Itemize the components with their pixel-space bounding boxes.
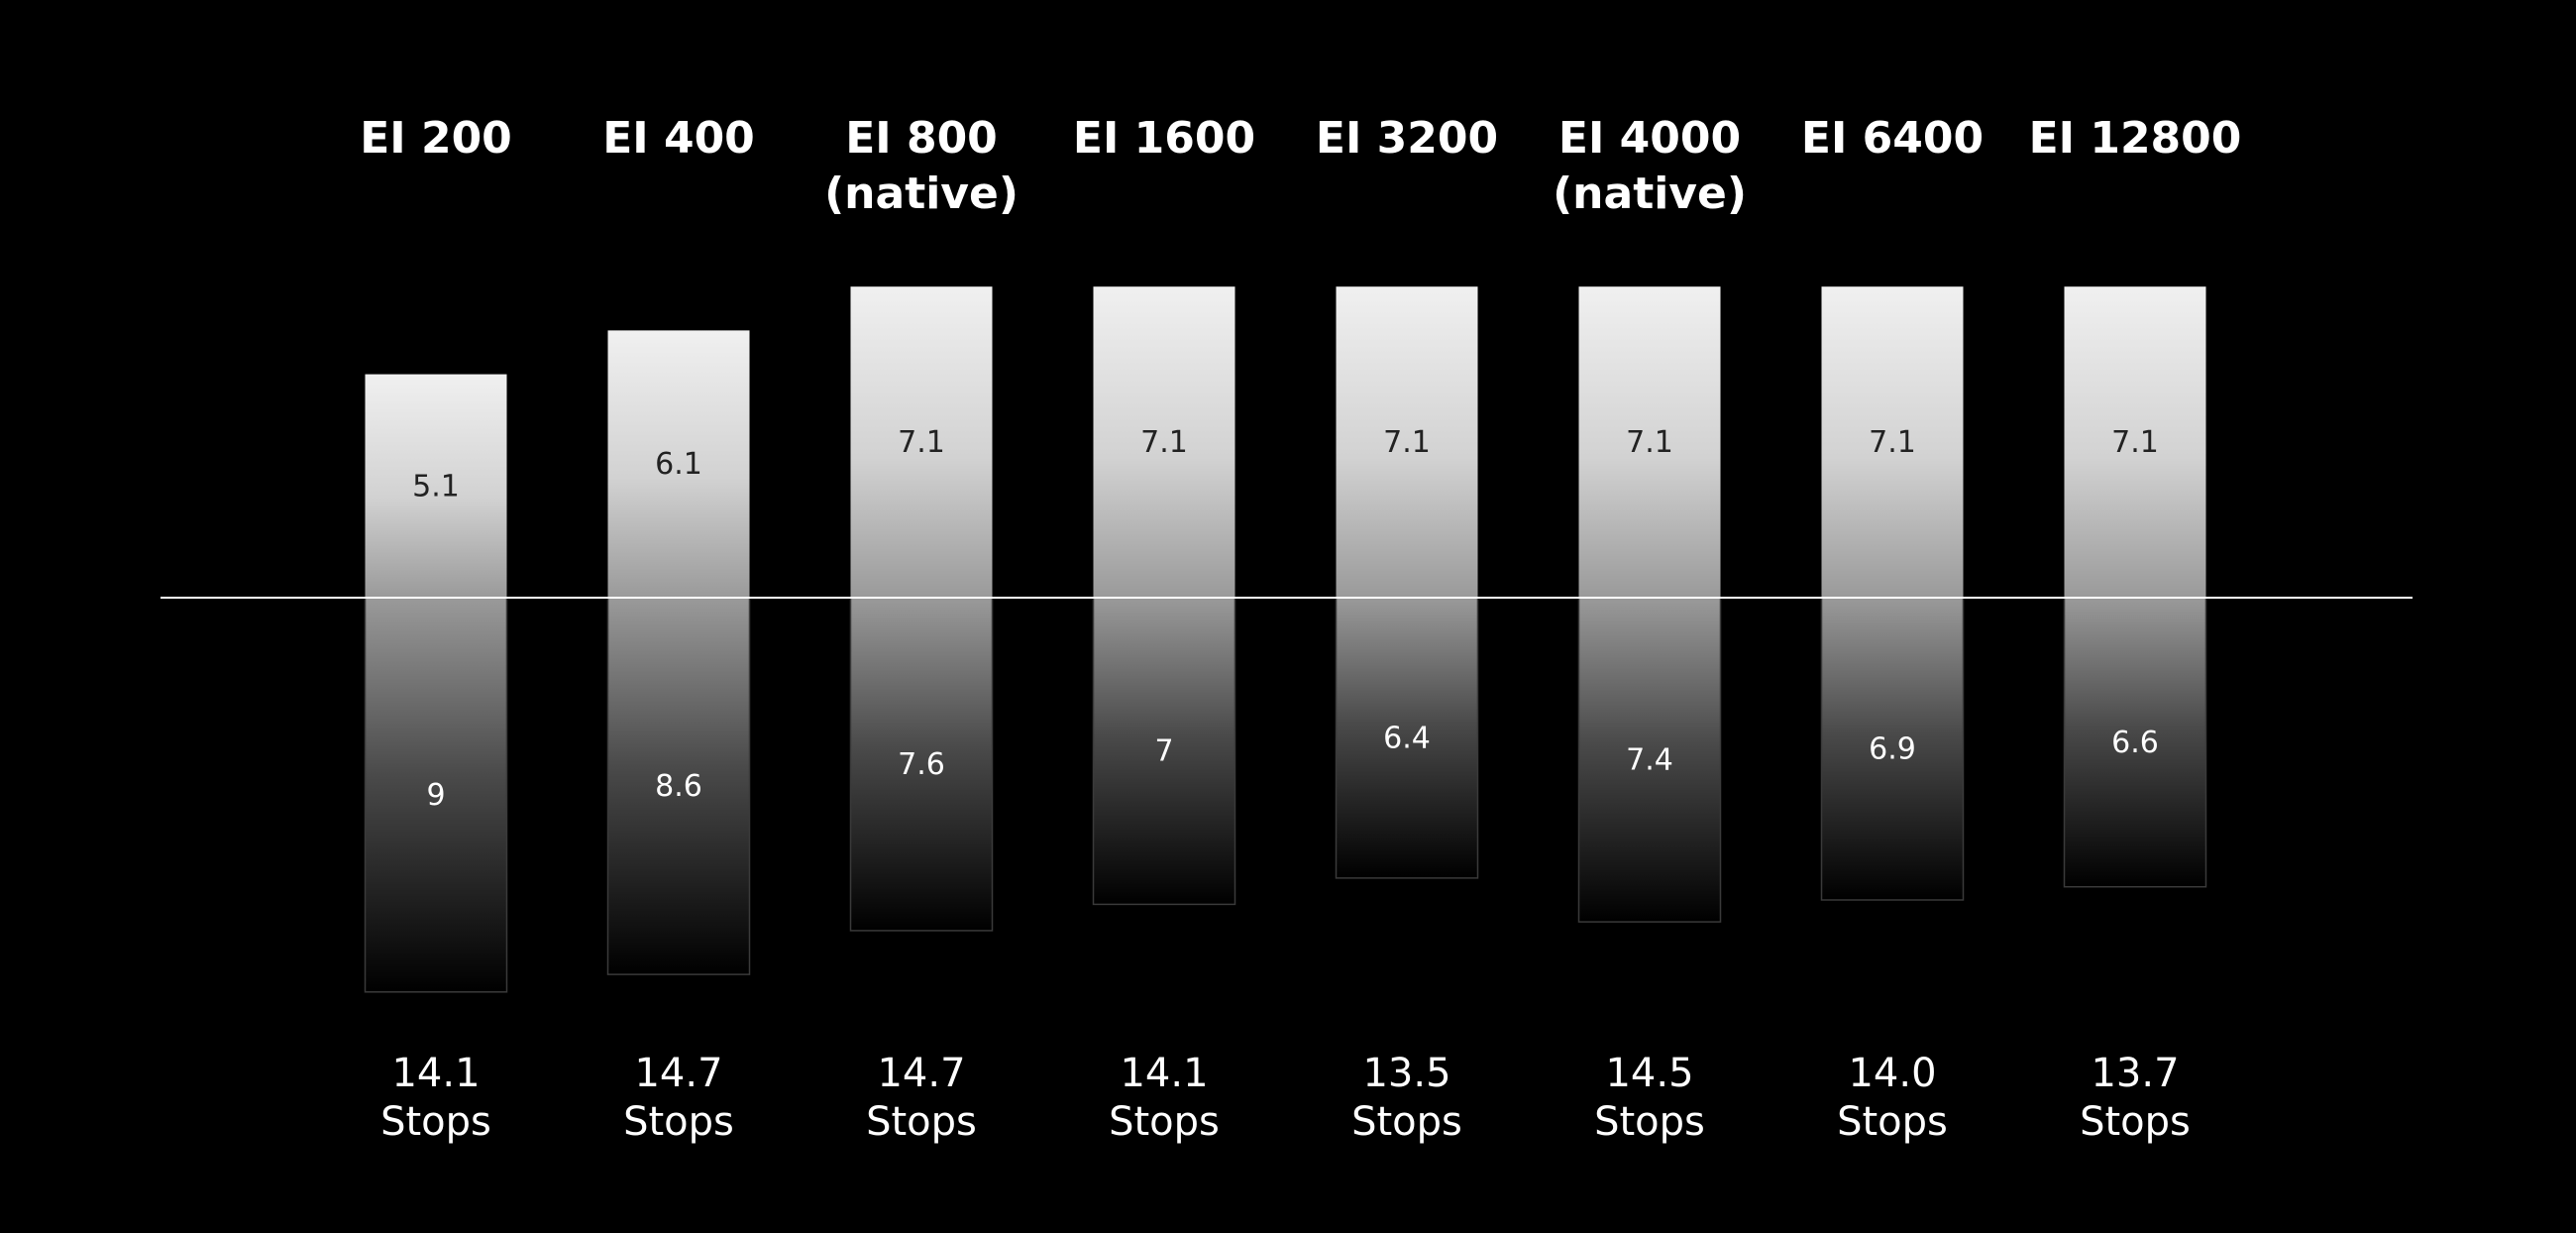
lower-value-label-3: 7.6	[898, 747, 945, 782]
bar-lower-8	[2063, 597, 2207, 888]
upper-value-label-6: 7.1	[1626, 425, 1673, 460]
bar-lower-5	[1335, 597, 1479, 879]
total-stops-unit-7: Stops	[1837, 1099, 1948, 1145]
bar-upper-8	[2064, 286, 2206, 598]
category-sublabel-6: (native)	[1553, 168, 1747, 219]
total-stops-value-2: 14.7	[634, 1051, 722, 1096]
upper-value-label-5: 7.1	[1383, 425, 1431, 460]
lower-value-label-4: 7	[1154, 734, 1173, 769]
total-stops-unit-2: Stops	[623, 1099, 734, 1145]
total-stops-value-8: 13.7	[2091, 1051, 2179, 1096]
total-stops-value-3: 14.7	[877, 1051, 965, 1096]
bar-upper-7	[1821, 286, 1964, 598]
total-stops-unit-5: Stops	[1351, 1099, 1462, 1145]
category-label-6: EI 4000	[1558, 113, 1741, 164]
lower-value-label-5: 6.4	[1383, 721, 1431, 755]
lower-value-label-7: 6.9	[1869, 731, 1916, 766]
total-stops-unit-8: Stops	[2080, 1099, 2191, 1145]
bar-lower-3	[849, 597, 994, 932]
category-label-8: EI 12800	[2029, 113, 2242, 164]
category-label-3: EI 800	[845, 113, 998, 164]
category-label-5: EI 3200	[1316, 113, 1498, 164]
bar-upper-4	[1093, 286, 1235, 598]
lower-value-label-2: 8.6	[655, 769, 702, 804]
total-stops-value-5: 13.5	[1362, 1051, 1450, 1096]
bar-lower-2	[606, 597, 751, 975]
upper-value-label-4: 7.1	[1140, 425, 1188, 460]
total-stops-value-6: 14.5	[1605, 1051, 1693, 1096]
lower-value-label-8: 6.6	[2111, 726, 2159, 760]
total-stops-value-4: 14.1	[1120, 1051, 1208, 1096]
upper-value-label-1: 5.1	[412, 469, 460, 504]
upper-value-label-2: 6.1	[655, 447, 702, 482]
bar-upper-2	[607, 330, 750, 598]
total-stops-unit-6: Stops	[1594, 1099, 1705, 1145]
category-label-4: EI 1600	[1073, 113, 1255, 164]
bars-group	[364, 286, 2207, 993]
lower-value-label-6: 7.4	[1626, 743, 1673, 778]
bar-lower-7	[1820, 597, 1965, 901]
bar-upper-5	[1336, 286, 1478, 598]
upper-value-label-3: 7.1	[898, 425, 945, 460]
total-stops-unit-4: Stops	[1109, 1099, 1220, 1145]
category-sublabel-3: (native)	[824, 168, 1019, 219]
lower-value-label-1: 9	[426, 778, 445, 813]
total-stops-value-7: 14.0	[1848, 1051, 1936, 1096]
total-stops-value-1: 14.1	[391, 1051, 480, 1096]
upper-value-label-8: 7.1	[2111, 425, 2159, 460]
bar-upper-6	[1578, 286, 1721, 598]
total-stops-unit-3: Stops	[866, 1099, 977, 1145]
bar-upper-3	[850, 286, 993, 598]
bar-lower-6	[1577, 597, 1722, 923]
total-stops-unit-1: Stops	[380, 1099, 491, 1145]
bar-upper-1	[365, 374, 507, 598]
upper-value-label-7: 7.1	[1869, 425, 1916, 460]
category-label-1: EI 200	[360, 113, 512, 164]
category-label-7: EI 6400	[1801, 113, 1984, 164]
bar-lower-1	[364, 597, 508, 993]
category-label-2: EI 400	[602, 113, 755, 164]
